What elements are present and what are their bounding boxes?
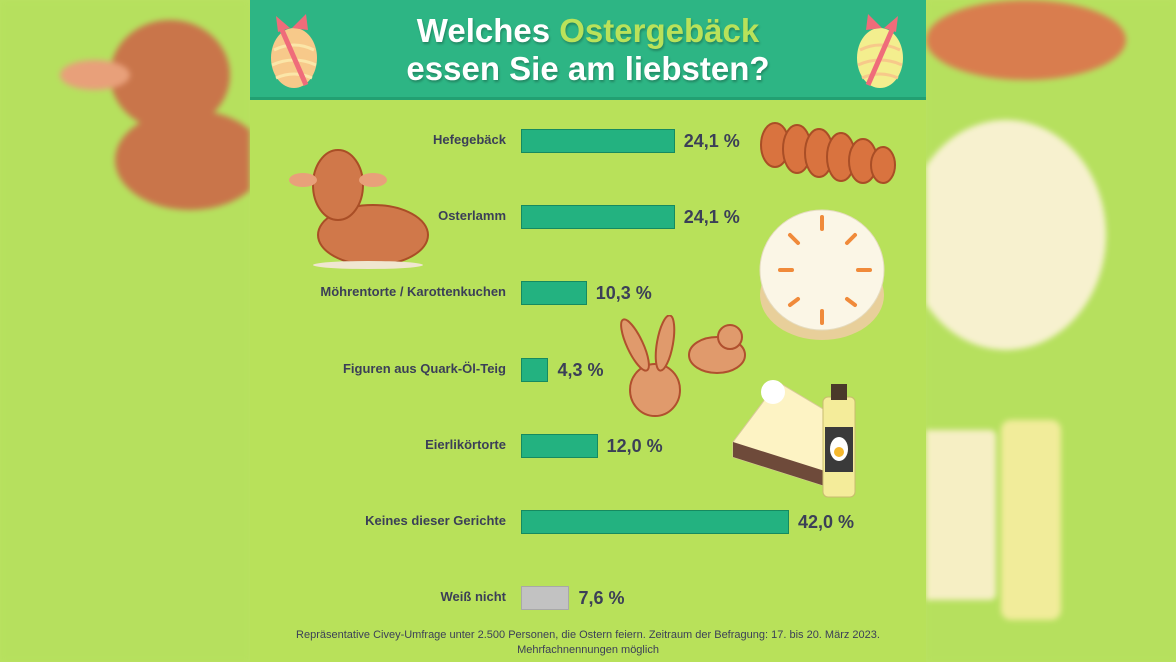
carrot-cake-illustration (759, 209, 885, 340)
footnote: Repräsentative Civey-Umfrage unter 2.500… (250, 628, 926, 658)
bar (521, 129, 675, 153)
value-label: 24,1 % (683, 131, 740, 151)
title-highlight: Ostergebäck (559, 12, 760, 49)
blurred-background-left (0, 0, 250, 662)
bar (521, 433, 598, 458)
easter-egg-icon (857, 14, 903, 88)
category-label: Möhrentorte / Karottenkuchen (320, 284, 506, 300)
value-label: 7,6 % (578, 588, 625, 609)
title-line-2: essen Sie am liebsten? (406, 50, 770, 87)
bunny-and-chick-cookies-illustration (620, 315, 746, 417)
value-label: 12,0 % (606, 435, 663, 456)
easter-egg-icon (271, 14, 317, 88)
footnote-multiple-answers: Mehrfachnennungen möglich (517, 644, 659, 656)
braided-bread-illustration (760, 122, 896, 184)
easter-lamb-illustration (289, 149, 429, 269)
category-label: Figuren aus Quark-Öl-Teig (342, 360, 506, 376)
title-text: Welches (416, 12, 560, 49)
bar (521, 281, 587, 306)
header: Welches Ostergebäck essen Sie am liebste… (250, 0, 926, 100)
category-label: Hefegebäck (433, 132, 506, 147)
value-label: 24,1 % (683, 207, 740, 228)
chart-title: Welches Ostergebäck essen Sie am liebste… (250, 12, 926, 88)
eggnog-cake-and-bottle-illustration (732, 380, 856, 498)
footnote-source: Repräsentative Civey-Umfrage unter 2.500… (296, 629, 880, 641)
category-label: Eierlikörtorte (425, 436, 506, 452)
bar (521, 205, 675, 230)
category-label: Keines dieser Gerichte (365, 513, 506, 528)
value-label: 4,3 % (557, 359, 604, 380)
category-label: Osterlamm (438, 208, 506, 224)
bar (521, 586, 570, 611)
value-label: 42,0 % (798, 512, 855, 532)
value-label: 10,3 % (595, 283, 652, 304)
bar (521, 357, 549, 382)
infographic: Welches Ostergebäck essen Sie am liebste… (250, 0, 926, 662)
category-label: Weiß nicht (440, 589, 506, 605)
bar (521, 510, 789, 534)
blurred-background-right (926, 0, 1176, 662)
